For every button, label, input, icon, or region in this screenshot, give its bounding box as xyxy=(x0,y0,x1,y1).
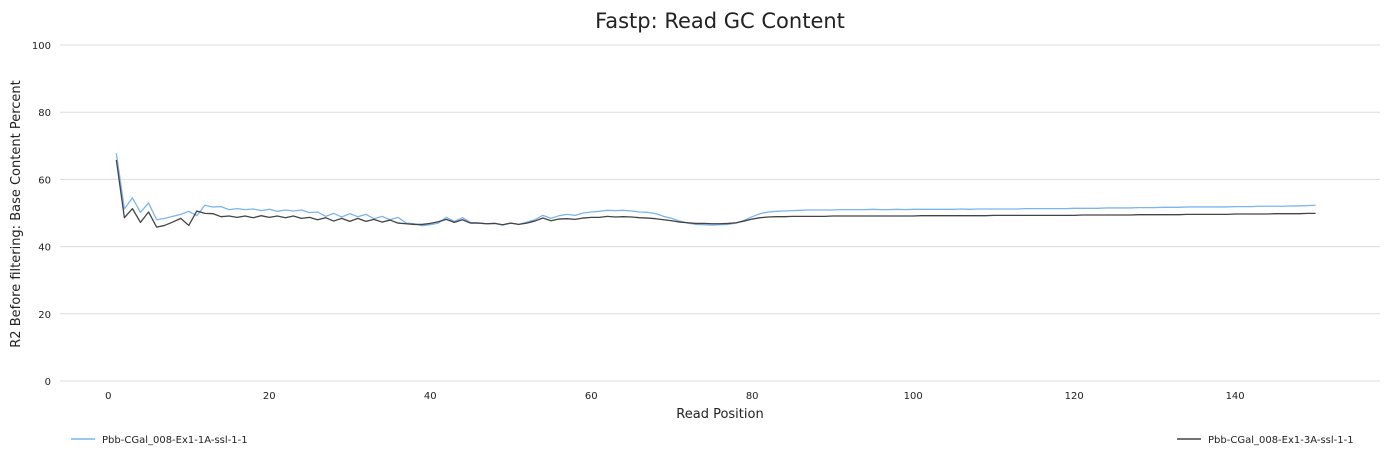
legend-item-1[interactable]: Pbb-CGal_008-Ex1-1A-ssl-1-1 xyxy=(71,435,248,446)
y-tick-label: 40 xyxy=(38,243,51,254)
chart-title: Fastp: Read GC Content xyxy=(595,9,845,33)
series-lines xyxy=(115,153,1316,228)
x-axis-label: Read Position xyxy=(676,407,763,422)
y-tick-label: 80 xyxy=(38,108,51,119)
x-tick-label: 60 xyxy=(585,391,598,402)
y-axis-label: R2 Before filtering: Base Content Percen… xyxy=(9,80,24,347)
y-tick-label: 100 xyxy=(32,41,51,52)
x-tick-label: 80 xyxy=(746,391,759,402)
legend-item-2[interactable]: Pbb-CGal_008-Ex1-3A-ssl-1-1 xyxy=(1177,435,1354,446)
x-axis-ticks: 0 20 40 60 80 100 120 140 xyxy=(105,391,1245,402)
x-tick-label: 0 xyxy=(105,391,111,402)
legend[interactable]: Pbb-CGal_008-Ex1-1A-ssl-1-1 Pbb-CGal_008-… xyxy=(71,435,1354,446)
series-line-1 xyxy=(115,153,1316,227)
y-tick-label: 0 xyxy=(45,377,51,388)
x-tick-label: 40 xyxy=(424,391,437,402)
y-axis-ticks: 0 20 40 60 80 100 xyxy=(32,41,51,388)
x-tick-label: 140 xyxy=(1226,391,1245,402)
x-tick-label: 20 xyxy=(263,391,276,402)
gridlines xyxy=(60,44,1380,382)
y-tick-label: 20 xyxy=(38,310,51,321)
x-tick-label: 100 xyxy=(904,391,923,402)
y-tick-label: 60 xyxy=(38,175,51,186)
series-line-2 xyxy=(115,159,1316,228)
legend-label: Pbb-CGal_008-Ex1-1A-ssl-1-1 xyxy=(102,435,248,446)
x-tick-label: 120 xyxy=(1065,391,1084,402)
legend-label: Pbb-CGal_008-Ex1-3A-ssl-1-1 xyxy=(1208,435,1354,446)
